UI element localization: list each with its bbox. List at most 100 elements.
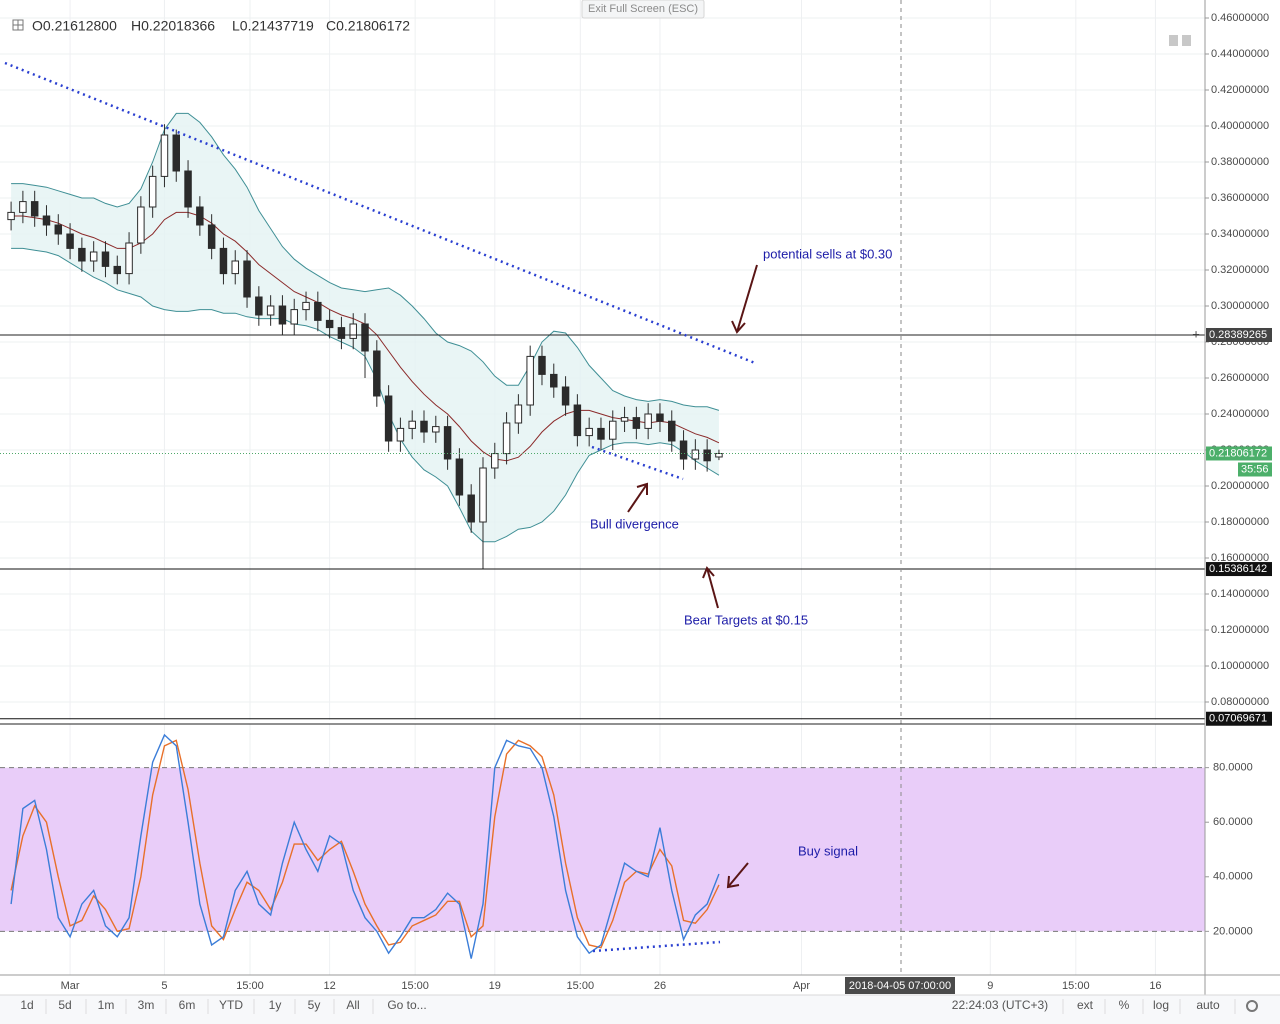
candle-body [408,420,416,429]
trendline [4,61,756,365]
candle-body [30,201,39,217]
bollinger-upper [11,112,720,411]
divergence-line [591,445,684,481]
toolbar-button[interactable]: 1m [98,998,115,1012]
price-label-box [1206,711,1272,726]
candle-body [337,327,346,339]
y-tick-label: 0.08000000 [1211,696,1269,708]
y-tick-label: 0.12000000 [1211,624,1269,636]
y-tick-label: 0.38000000 [1211,156,1269,168]
candle-body [420,420,428,433]
price-label: 0.15386142 [1209,563,1267,575]
candle-body [66,233,74,249]
toolbar-items: 1d 5d 1m 3m 6m YTD 1y 5y All Go to... 22:24:03 (UT… [20,998,1236,1014]
x-tick-label: 5 [161,980,167,992]
exit-fullscreen-label[interactable]: Exit Full Screen (ESC) [588,3,698,15]
annotation: Buy signal [798,843,858,858]
candle-body [455,458,464,496]
candle-body [632,417,641,429]
arrow [627,483,648,513]
candle-body [432,426,440,433]
toolbar-toggle[interactable]: ext [1077,998,1094,1012]
candle-body [573,404,582,437]
countdown: 35:56 [1241,463,1269,475]
toolbar-button[interactable]: 6m [179,998,196,1012]
candle-body [703,449,711,462]
y-tick-label: 80.0000 [1213,762,1253,774]
candle-body [125,242,133,275]
y-tick-label: 40.0000 [1213,871,1253,883]
stoch-line [10,739,720,949]
candle-body [302,301,310,311]
candle-body [219,247,228,275]
candle-body [325,319,334,329]
candle-body [42,215,51,226]
toolbar-toggle[interactable]: log [1153,998,1169,1012]
x-tick-label: 26 [654,980,666,992]
candle-body [384,395,393,442]
exit-fullscreen-button[interactable] [581,0,705,19]
x-tick-label: 19 [489,980,501,992]
candle-body [585,427,593,437]
candle-body [101,251,110,267]
price-label-box [1206,562,1272,577]
y-tick-label: 0.46000000 [1211,12,1269,24]
x-tick-label: 15:00 [567,980,595,992]
toolbar-button[interactable]: 5y [308,998,321,1012]
arrow-head [636,482,648,495]
toolbar-toggle[interactable]: auto [1196,998,1220,1012]
toolbar-button[interactable]: All [346,998,359,1012]
candle-body [7,211,15,221]
y-tick-label: 0.16000000 [1211,552,1269,564]
scroll-icon[interactable] [1182,35,1191,46]
x-tick-label: Mar [61,980,80,992]
candle-body [491,453,499,469]
stoch-band [0,767,1205,932]
candle-body [54,224,63,235]
candle-body [526,355,534,406]
toolbar [0,995,1280,1024]
candle-body [290,309,298,325]
x-tick-label: 15:00 [1062,980,1090,992]
x-tick-label: 16 [1149,980,1161,992]
candle-body [255,296,263,316]
y-tick-label: 0.14000000 [1211,588,1269,600]
toolbar-button[interactable]: 5d [58,998,71,1012]
scroll-icon[interactable] [1169,35,1178,46]
toolbar-button[interactable]: 1y [269,998,282,1012]
candle-body [196,206,204,226]
y-tick-label: 0.24000000 [1211,408,1269,420]
candle-body [443,426,452,460]
candle-body [243,260,251,298]
toolbar-button[interactable]: YTD [219,998,243,1012]
candle-body [561,386,570,406]
toolbar-button[interactable]: 3m [138,998,155,1012]
settings-icon[interactable] [1246,1000,1258,1012]
x-tick-label: Apr [793,980,810,992]
toolbar-button[interactable]: Go to... [387,998,426,1012]
arrows [627,264,758,889]
y-tick-label: 0.44000000 [1211,48,1269,60]
candle-body [715,452,723,458]
candle-body [691,449,700,460]
y-tick-label: 0.18000000 [1211,516,1269,528]
candle-body [514,404,523,424]
toolbar-toggle[interactable]: % [1119,998,1130,1012]
price-label-box [1206,446,1272,461]
toolbar-button[interactable]: 1d [20,998,33,1012]
stoch-line [10,733,720,959]
y-tick-label: 0.40000000 [1211,120,1269,132]
price-label: 0.21806172 [1209,447,1267,459]
y-tick-label: 0.30000000 [1211,300,1269,312]
candle-body [656,413,664,422]
ohlc-close: C0.21806172 [326,18,410,34]
crosshair-time: 2018-04-05 07:00:00 [849,980,951,992]
arrow [727,862,749,888]
grid-layer [0,0,1205,975]
candle-body [278,305,287,325]
clock: 22:24:03 (UTC+3) [952,998,1048,1012]
candle-body [502,422,511,455]
candle-body [361,323,369,352]
x-tick-label: 15:00 [236,980,264,992]
candle-body [396,427,405,442]
